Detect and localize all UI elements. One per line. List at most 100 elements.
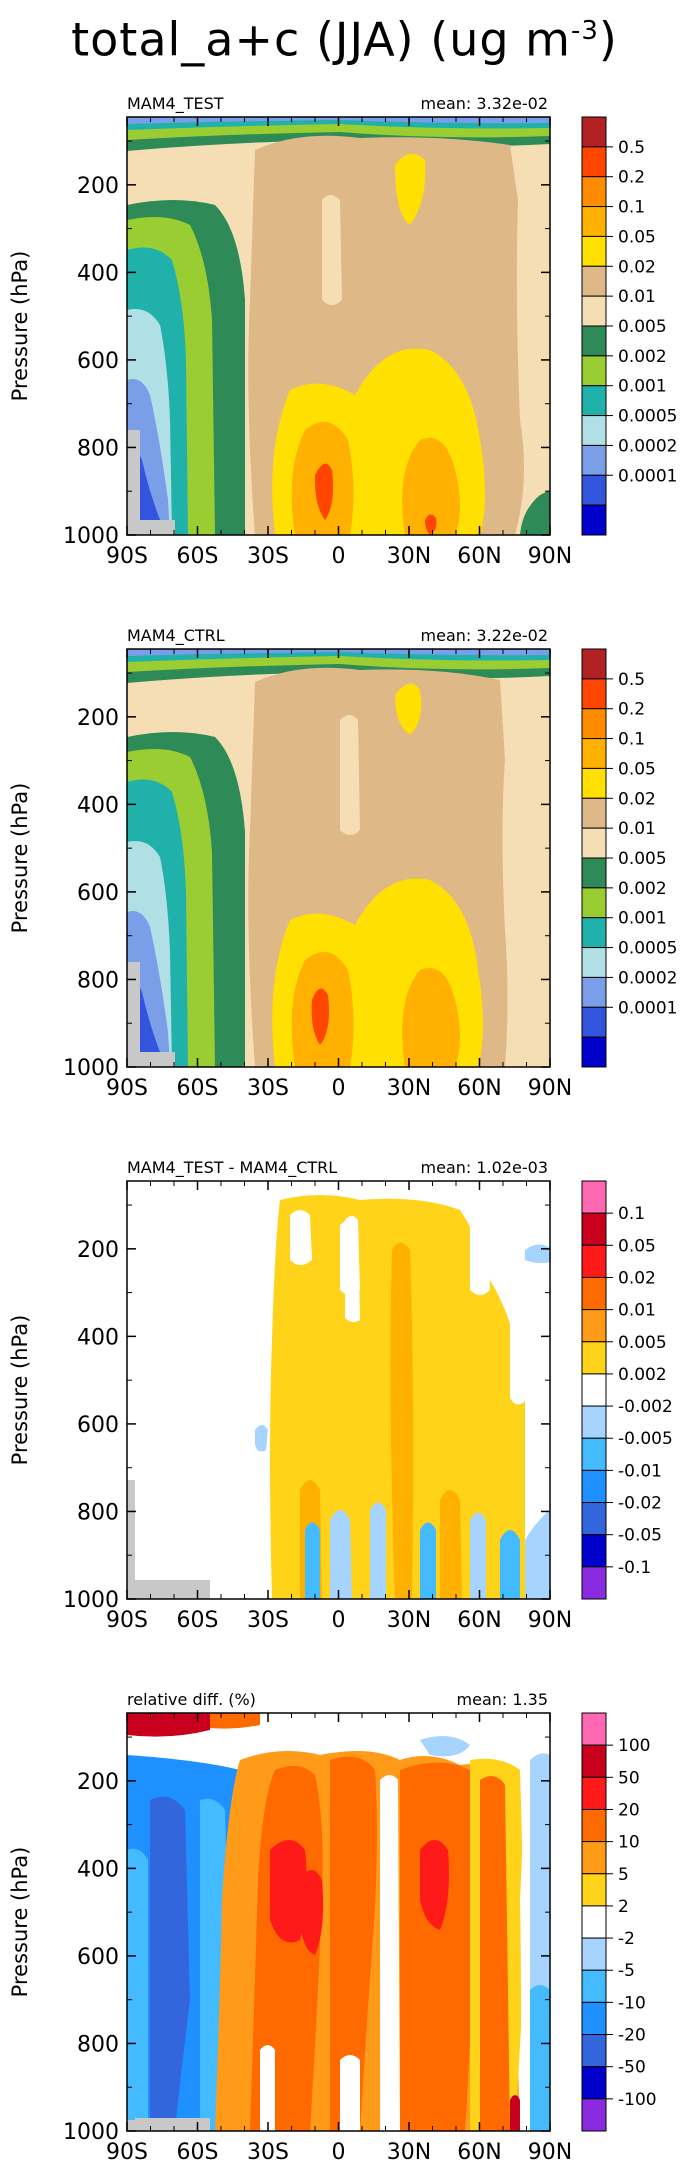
- x-tick-label: 0: [332, 1608, 346, 1633]
- y-tick-label: 800: [77, 436, 119, 461]
- y-tick-label: 800: [77, 2032, 119, 2057]
- colorbar-label: -5: [618, 1961, 635, 1981]
- colorbar-swatch: [581, 116, 607, 148]
- colorbar-swatch: [581, 917, 607, 949]
- x-tick-label: 60S: [177, 2140, 219, 2165]
- panel1-colorbar: 0.5 0.2 0.1 0.05 0.02 0.01 0.005 0.002 0.001 0.00…: [581, 648, 677, 1068]
- colorbar-swatch: [581, 206, 607, 237]
- colorbar-label: 0.1: [618, 198, 645, 218]
- panel1-contour-field: [127, 649, 550, 1067]
- colorbar-swatch: [581, 1905, 607, 1939]
- colorbar-swatch: [581, 857, 607, 889]
- colorbar-label: 0.01: [618, 287, 656, 307]
- colorbar-label: 0.0002: [618, 968, 677, 988]
- colorbar-swatch: [581, 678, 607, 710]
- x-tick-label: 60S: [177, 544, 219, 569]
- panel2-mean: mean: 1.02e-03: [421, 1158, 548, 1177]
- colorbar-label: 0.0001: [618, 998, 677, 1018]
- colorbar-label: -0.005: [618, 1429, 673, 1449]
- colorbar-swatch: [581, 1341, 607, 1375]
- x-tick-label: 90N: [528, 2140, 572, 2165]
- panel2-y-ticks: 200 400 600 800 1000: [63, 1204, 550, 1613]
- colorbar-label: 0.0005: [618, 939, 677, 959]
- colorbar-swatch: [581, 1712, 607, 1746]
- colorbar-swatch: [581, 1006, 607, 1038]
- panel2-ylabel: Pressure (hPa): [8, 1315, 32, 1466]
- panel1-y-ticks: 200 400 600 800 1000: [63, 672, 550, 1081]
- colorbar-swatch: [581, 1502, 607, 1536]
- colorbar-swatch: [581, 295, 607, 327]
- panel0-ylabel: Pressure (hPa): [8, 251, 32, 402]
- x-tick-label: 60S: [177, 1608, 219, 1633]
- x-tick-label: 90N: [528, 1608, 572, 1633]
- colorbar-label: 0.001: [618, 377, 667, 397]
- panel0-x-ticks: 90S 60S 30S 0 30N 60N 90N: [106, 117, 572, 569]
- colorbar-label: -10: [618, 1993, 646, 2013]
- colorbar-label: 0.2: [618, 168, 645, 188]
- colorbar-swatch: [581, 827, 607, 859]
- x-tick-label: 0: [332, 544, 346, 569]
- colorbar-label: 0.05: [618, 1236, 656, 1256]
- x-tick-label: 0: [332, 1076, 346, 1101]
- colorbar-swatch: [581, 648, 607, 680]
- colorbar-label: -50: [618, 2058, 646, 2078]
- x-tick-label: 90N: [528, 1076, 572, 1101]
- colorbar-label: -20: [618, 2026, 646, 2046]
- panel2-label: MAM4_TEST - MAM4_CTRL: [127, 1158, 337, 1178]
- panel0-y-ticks: 200 400 600 800 1000: [63, 140, 550, 549]
- y-tick-label: 1000: [63, 2120, 119, 2145]
- colorbar-swatch: [581, 1180, 607, 1214]
- colorbar-swatch: [581, 1309, 607, 1343]
- colorbar-swatch: [581, 1566, 607, 1600]
- title-exponent: -3: [570, 16, 599, 46]
- x-tick-label: 90S: [106, 2140, 148, 2165]
- colorbar-label: 0.002: [618, 1365, 667, 1385]
- colorbar-swatch: [581, 2066, 607, 2100]
- title-end: ): [598, 12, 618, 67]
- colorbar-swatch: [581, 1969, 607, 2003]
- colorbar-swatch: [581, 1276, 607, 1311]
- colorbar-label: 0.1: [618, 1204, 645, 1224]
- panel3-label: relative diff. (%): [127, 1690, 256, 1709]
- x-tick-label: 60N: [457, 2140, 501, 2165]
- x-tick-label: 30S: [247, 1076, 289, 1101]
- colorbar-label: 0.2: [618, 700, 645, 720]
- x-tick-label: 90S: [106, 544, 148, 569]
- colorbar-label: -0.002: [618, 1397, 673, 1417]
- y-tick-label: 400: [77, 261, 119, 286]
- y-tick-label: 200: [77, 174, 119, 199]
- colorbar-label: 0.02: [618, 257, 656, 277]
- colorbar-swatch: [581, 474, 607, 506]
- colorbar-label: 0.002: [618, 347, 667, 367]
- colorbar-swatch: [581, 1437, 607, 1471]
- panel1-label: MAM4_CTRL: [127, 626, 225, 646]
- panel-mam4-test: MAM4_TEST mean: 3.32e-02 Pressure (hPa) …: [8, 94, 677, 569]
- x-tick-label: 90S: [106, 1076, 148, 1101]
- colorbar-label: 0.005: [618, 317, 667, 337]
- panel1-mean: mean: 3.22e-02: [421, 626, 548, 645]
- colorbar-label: 0.1: [618, 730, 645, 750]
- panel0-mean: mean: 3.32e-02: [421, 94, 548, 113]
- x-tick-label: 60N: [457, 1076, 501, 1101]
- colorbar-label: -100: [618, 2090, 657, 2110]
- colorbar-label: 0.005: [618, 1333, 667, 1353]
- panel3-y-ticks: 200 400 600 800 1000: [63, 1736, 550, 2145]
- x-tick-label: 30S: [247, 2140, 289, 2165]
- y-tick-label: 200: [77, 1770, 119, 1795]
- y-tick-label: 600: [77, 349, 119, 374]
- y-tick-label: 600: [77, 881, 119, 906]
- colorbar-swatch: [581, 1534, 607, 1568]
- colorbar-label: 100: [618, 1736, 650, 1756]
- x-tick-label: 60S: [177, 1076, 219, 1101]
- y-tick-label: 600: [77, 1413, 119, 1438]
- title-main: total_a+c (JJA) (ug m: [71, 12, 571, 67]
- colorbar-label: 0.0001: [618, 466, 677, 486]
- colorbar-swatch: [581, 767, 607, 799]
- colorbar-label: -2: [618, 1929, 635, 1949]
- panel-difference: MAM4_TEST - MAM4_CTRL mean: 1.02e-03 Pre…: [8, 1158, 673, 1633]
- colorbar-swatch: [581, 176, 607, 208]
- colorbar-swatch: [581, 1873, 607, 1907]
- colorbar-swatch: [581, 797, 607, 829]
- x-tick-label: 60N: [457, 1608, 501, 1633]
